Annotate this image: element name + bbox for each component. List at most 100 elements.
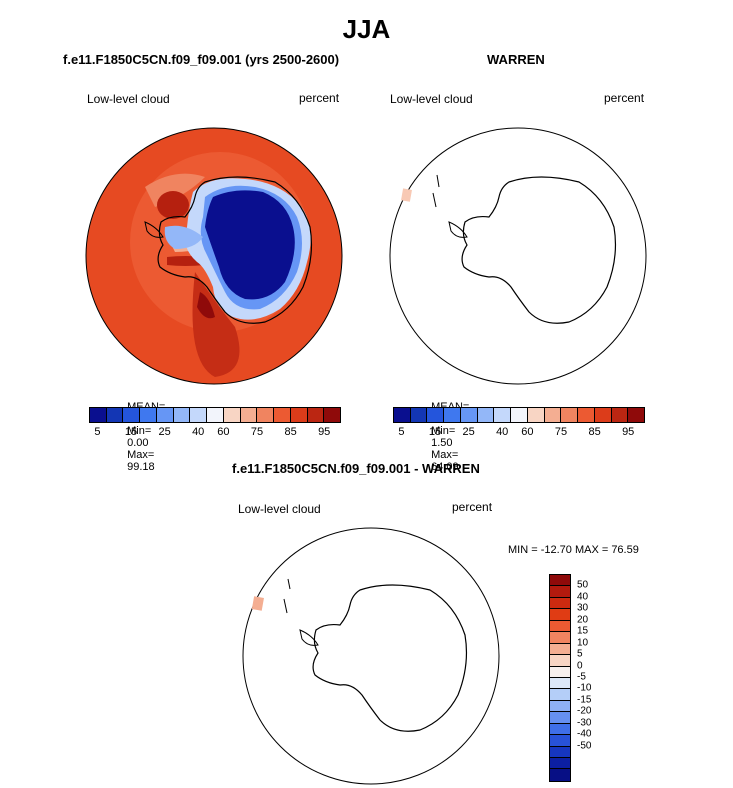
diff-colorbar-box xyxy=(550,586,570,598)
left-colorbar xyxy=(89,407,341,423)
colorbar-box xyxy=(511,408,528,422)
diff-colorbar-tick-label: -10 xyxy=(577,682,592,694)
diff-colorbar-box xyxy=(550,723,570,736)
diff-colorbar-box xyxy=(550,769,570,781)
diff-colorbar-tick-label: 20 xyxy=(577,614,589,626)
colorbar-box xyxy=(290,408,308,422)
colorbar-box xyxy=(307,408,325,422)
left-colorbar-ticks: 5 15 25 40 60 75 85 95 xyxy=(89,426,341,440)
colorbar-box xyxy=(324,408,341,422)
colorbar-box xyxy=(410,408,428,422)
colorbar-tick-label: 85 xyxy=(284,426,297,438)
diff-colorbar-box xyxy=(550,609,570,621)
diff-colorbar-box xyxy=(550,758,570,770)
diff-colorbar-tick-label: -15 xyxy=(577,694,592,706)
colorbar-box xyxy=(527,408,545,422)
colorbar-tick-label: 95 xyxy=(318,426,331,438)
right-colorbar-ticks: 5 15 25 40 60 75 85 95 xyxy=(393,426,645,440)
left-map xyxy=(85,127,343,385)
page-title: JJA xyxy=(342,14,391,44)
diff-colorbar-tick-label: 15 xyxy=(577,625,589,637)
left-max-label: Max= xyxy=(127,449,155,461)
diff-colorbar-tick-label: -20 xyxy=(577,705,592,717)
colorbar-tick-label: 15 xyxy=(124,426,138,438)
left-variable-label: Low-level cloud xyxy=(87,92,170,106)
diff-colorbar-box xyxy=(550,632,570,644)
colorbar-box xyxy=(594,408,612,422)
diff-colorbar-box xyxy=(550,700,570,713)
diff-colorbar-box xyxy=(550,666,570,678)
colorbar-box xyxy=(140,408,157,422)
diff-map xyxy=(242,527,500,785)
colorbar-tick-label: 15 xyxy=(428,426,442,438)
colorbar-box xyxy=(578,408,595,422)
colorbar-box xyxy=(240,408,258,422)
colorbar-box xyxy=(477,408,495,422)
right-map xyxy=(389,127,647,385)
colorbar-box xyxy=(106,408,124,422)
left-max-value: 99.18 xyxy=(127,461,155,473)
colorbar-box xyxy=(460,408,478,422)
colorbar-box xyxy=(394,408,411,422)
right-colorbar xyxy=(393,407,645,423)
diff-colorbar-box xyxy=(550,735,570,747)
diff-colorbar-tick-label: 30 xyxy=(577,602,589,614)
colorbar-box xyxy=(123,408,141,422)
colorbar-box xyxy=(544,408,562,422)
left-min-label: Min= xyxy=(127,425,152,437)
colorbar-box xyxy=(223,408,241,422)
right-variable-label: Low-level cloud xyxy=(390,92,473,106)
colorbar-tick-label: 95 xyxy=(622,426,635,438)
right-panel-title: WARREN xyxy=(487,52,545,67)
colorbar-box xyxy=(628,408,645,422)
diff-colorbar-box xyxy=(550,677,570,690)
diff-colorbar-box xyxy=(550,597,570,610)
colorbar-tick-label: 25 xyxy=(158,426,171,438)
diff-colorbar-tick-label: -30 xyxy=(577,717,592,729)
colorbar-box xyxy=(274,408,291,422)
diff-colorbar-tick-label: 5 xyxy=(577,648,583,660)
colorbar-tick-label: 60 xyxy=(521,426,534,438)
colorbar-box xyxy=(190,408,208,422)
colorbar-tick-label: 60 xyxy=(217,426,230,438)
colorbar-box xyxy=(444,408,461,422)
diff-colorbar-box xyxy=(550,655,570,667)
diff-colorbar-box xyxy=(550,689,570,701)
diff-colorbar-tick-label: 10 xyxy=(577,637,589,649)
colorbar-tick-label: 5 xyxy=(94,426,101,438)
diff-colorbar-box xyxy=(550,712,570,724)
left-units-label: percent xyxy=(299,91,340,105)
colorbar-box xyxy=(494,408,512,422)
colorbar-tick-label: 40 xyxy=(192,426,205,438)
colorbar-box xyxy=(207,408,224,422)
colorbar-box xyxy=(561,408,579,422)
colorbar-box xyxy=(257,408,275,422)
diff-minmax: MIN = -12.70 MAX = 76.59 xyxy=(508,544,639,556)
colorbar-box xyxy=(173,408,191,422)
diff-colorbar-tick-label: -50 xyxy=(577,740,592,752)
colorbar-tick-label: 75 xyxy=(554,426,568,438)
diff-variable-label: Low-level cloud xyxy=(238,502,321,516)
left-min-value: 0.00 xyxy=(127,437,149,449)
diff-colorbar-tick-label: 40 xyxy=(577,591,589,603)
diff-colorbar-tick-label: -40 xyxy=(577,728,592,740)
colorbar-box xyxy=(156,408,174,422)
diff-panel-title: f.e11.F1850C5CN.f09_f09.001 - WARREN xyxy=(232,461,480,476)
colorbar-box xyxy=(90,408,107,422)
right-min-label: Min= xyxy=(431,425,456,437)
diff-colorbar-box xyxy=(550,620,570,633)
diff-colorbar-tick-label: 0 xyxy=(577,660,583,672)
colorbar-tick-label: 85 xyxy=(588,426,601,438)
right-min-value: 1.50 xyxy=(431,437,453,449)
diff-colorbar-box xyxy=(550,746,570,758)
diff-colorbar xyxy=(549,574,571,782)
colorbar-tick-label: 5 xyxy=(398,426,405,438)
colorbar-box xyxy=(427,408,445,422)
right-max-value: 64.09 xyxy=(431,461,459,473)
diff-units-label: percent xyxy=(452,500,493,514)
diff-colorbar-box xyxy=(550,643,570,656)
diff-colorbar-tick-label: -5 xyxy=(577,671,586,683)
colorbar-box xyxy=(611,408,629,422)
colorbar-tick-label: 25 xyxy=(462,426,475,438)
diff-colorbar-box xyxy=(550,575,570,587)
